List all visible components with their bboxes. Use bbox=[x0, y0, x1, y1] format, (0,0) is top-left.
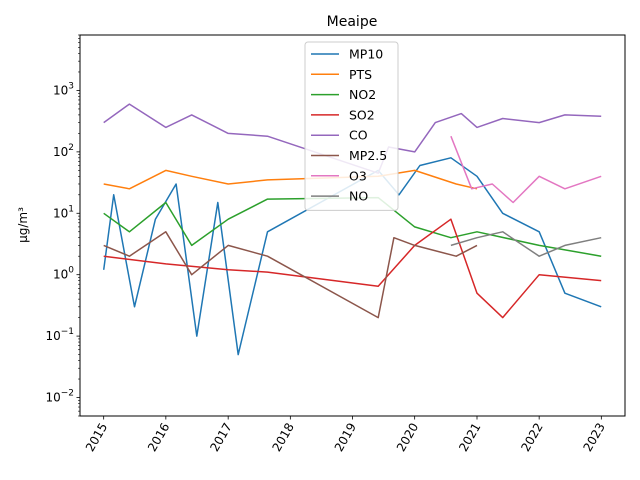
y-tick-label: 10−2 bbox=[45, 389, 74, 405]
legend-label: NO2 bbox=[349, 87, 376, 102]
legend-label: SO2 bbox=[349, 107, 375, 122]
y-tick-label: 102 bbox=[53, 143, 74, 159]
series-line-mp2-5 bbox=[103, 231, 478, 319]
legend-label: NO bbox=[349, 189, 368, 204]
series-line-o3 bbox=[450, 135, 602, 204]
legend-label: MP10 bbox=[349, 47, 383, 62]
series-line-no bbox=[450, 231, 602, 257]
legend-label: MP2.5 bbox=[349, 148, 387, 163]
y-tick-label: 10−1 bbox=[45, 327, 74, 343]
legend-box bbox=[304, 41, 399, 211]
legend-label: PTS bbox=[349, 67, 372, 82]
y-tick-label: 100 bbox=[53, 266, 74, 282]
series-line-co bbox=[103, 103, 602, 174]
y-tick-label: 103 bbox=[53, 81, 74, 97]
y-axis: 10−2 10−1 100 101 102 103 bbox=[45, 34, 80, 417]
chart-title: Meaipe bbox=[327, 14, 378, 30]
series-line-pts bbox=[103, 169, 478, 190]
legend-label: O3 bbox=[349, 168, 367, 183]
y-axis-title: µg/m³ bbox=[16, 207, 30, 243]
y-tick-label: 101 bbox=[53, 204, 74, 220]
legend: MP10 PTS NO2 SO2 CO MP2.5 O3 NO bbox=[304, 41, 399, 211]
legend-label: CO bbox=[349, 128, 368, 143]
